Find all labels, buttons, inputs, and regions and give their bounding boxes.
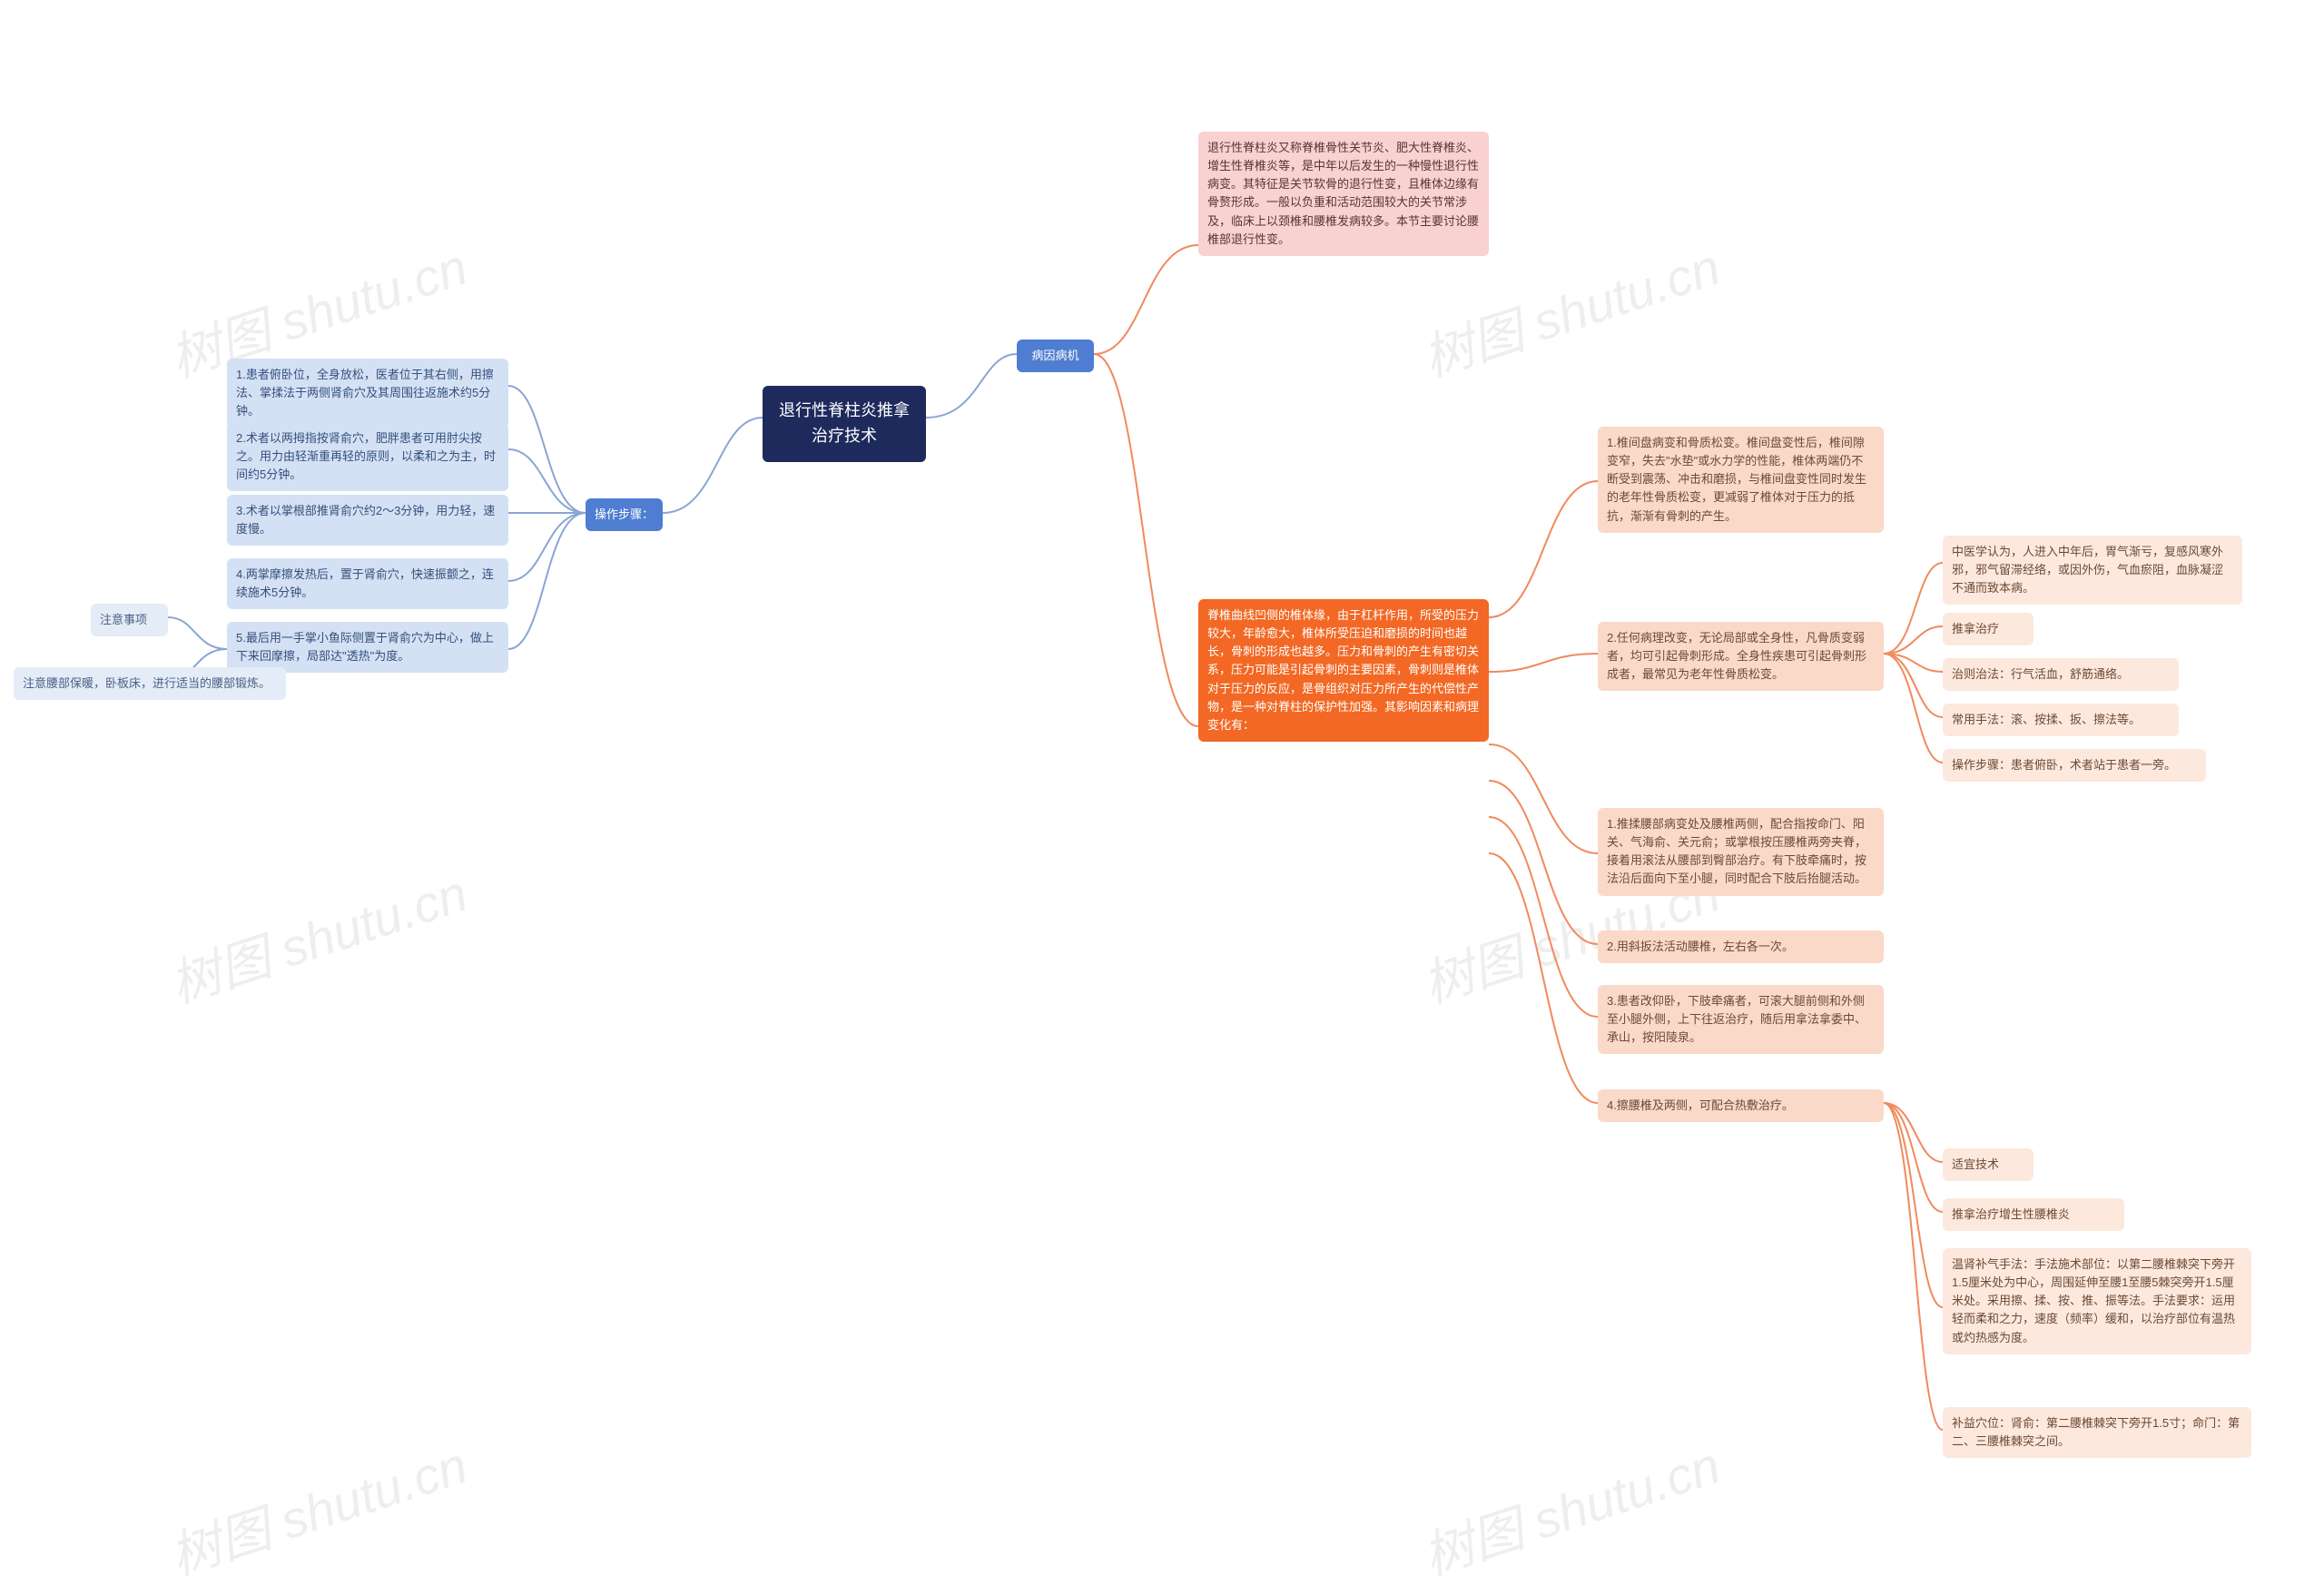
watermark: 树图 shutu.cn	[1413, 1425, 1728, 1590]
root-node[interactable]: 退行性脊柱炎推拿治疗技术	[763, 386, 926, 462]
node-l2[interactable]: 2.术者以两拇指按肾俞穴，肥胖患者可用肘尖按之。用力由轻渐重再轻的原则，以柔和之…	[227, 422, 508, 491]
node-op-3[interactable]: 3.患者改仰卧，下肢牵痛者，可滚大腿前侧和外侧至小腿外侧，上下往返治疗，随后用拿…	[1598, 985, 1884, 1054]
node-treat-hyper[interactable]: 推拿治疗增生性腰椎炎	[1943, 1198, 2124, 1231]
node-tuina[interactable]: 推拿治疗	[1943, 613, 2034, 645]
node-notes[interactable]: 注意事项	[91, 604, 168, 636]
node-steps[interactable]: 操作步骤：患者俯卧，术者站于患者一旁。	[1943, 749, 2206, 782]
node-op-1[interactable]: 1.推揉腰部病变处及腰椎两侧，配合指按命门、阳关、气海俞、关元俞；或掌根按压腰椎…	[1598, 808, 1884, 896]
node-acupoints[interactable]: 补益穴位：肾俞：第二腰椎棘突下旁开1.5寸；命门：第二、三腰椎棘突之间。	[1943, 1407, 2251, 1458]
node-warm-kidney[interactable]: 温肾补气手法：手法施术部位：以第二腰椎棘突下旁开1.5厘米处为中心，周围延伸至腰…	[1943, 1248, 2251, 1354]
node-orange-main[interactable]: 脊椎曲线凹侧的椎体缘，由于杠杆作用，所受的压力较大，年龄愈大，椎体所受压迫和磨损…	[1198, 599, 1489, 742]
node-methods[interactable]: 常用手法：滚、按揉、扳、擦法等。	[1943, 704, 2179, 736]
connectors	[0, 0, 2324, 1595]
node-suitable[interactable]: 适宜技术	[1943, 1148, 2034, 1181]
watermark: 树图 shutu.cn	[160, 853, 476, 1019]
node-factor-2[interactable]: 2.任何病理改变，无论局部或全身性，凡骨质变弱者，均可引起骨刺形成。全身性疾患可…	[1598, 622, 1884, 691]
node-tcm[interactable]: 中医学认为，人进入中年后，胃气渐亏，复感风寒外邪，邪气留滞经络，或因外伤，气血瘀…	[1943, 536, 2242, 605]
node-l3[interactable]: 3.术者以掌根部推肾俞穴约2～3分钟，用力轻，速度慢。	[227, 495, 508, 546]
watermark: 树图 shutu.cn	[160, 1425, 476, 1590]
node-intro[interactable]: 退行性脊柱炎又称脊椎骨性关节炎、肥大性脊椎炎、增生性脊椎炎等，是中年以后发生的一…	[1198, 132, 1489, 256]
node-op-4[interactable]: 4.擦腰椎及两侧，可配合热敷治疗。	[1598, 1089, 1884, 1122]
node-factor-1[interactable]: 1.椎间盘病变和骨质松变。椎间盘变性后，椎间隙变窄，失去"水垫"或水力学的性能，…	[1598, 427, 1884, 533]
node-l5[interactable]: 5.最后用一手掌小鱼际侧置于肾俞穴为中心，做上下来回摩擦，局部达"透热"为度。	[227, 622, 508, 673]
node-l4[interactable]: 4.两掌摩擦发热后，置于肾俞穴，快速振颤之，连续施术5分钟。	[227, 558, 508, 609]
node-principle[interactable]: 治则治法：行气活血，舒筋通络。	[1943, 658, 2179, 691]
branch-etiology[interactable]: 病因病机	[1017, 340, 1094, 372]
node-l1[interactable]: 1.患者俯卧位，全身放松，医者位于其右侧，用擦法、掌揉法于两侧肾俞穴及其周围往返…	[227, 359, 508, 428]
branch-procedure[interactable]: 操作步骤：	[586, 498, 663, 531]
node-op-2[interactable]: 2.用斜扳法活动腰椎，左右各一次。	[1598, 930, 1884, 963]
node-warm[interactable]: 注意腰部保暖，卧板床，进行适当的腰部锻炼。	[14, 667, 286, 700]
